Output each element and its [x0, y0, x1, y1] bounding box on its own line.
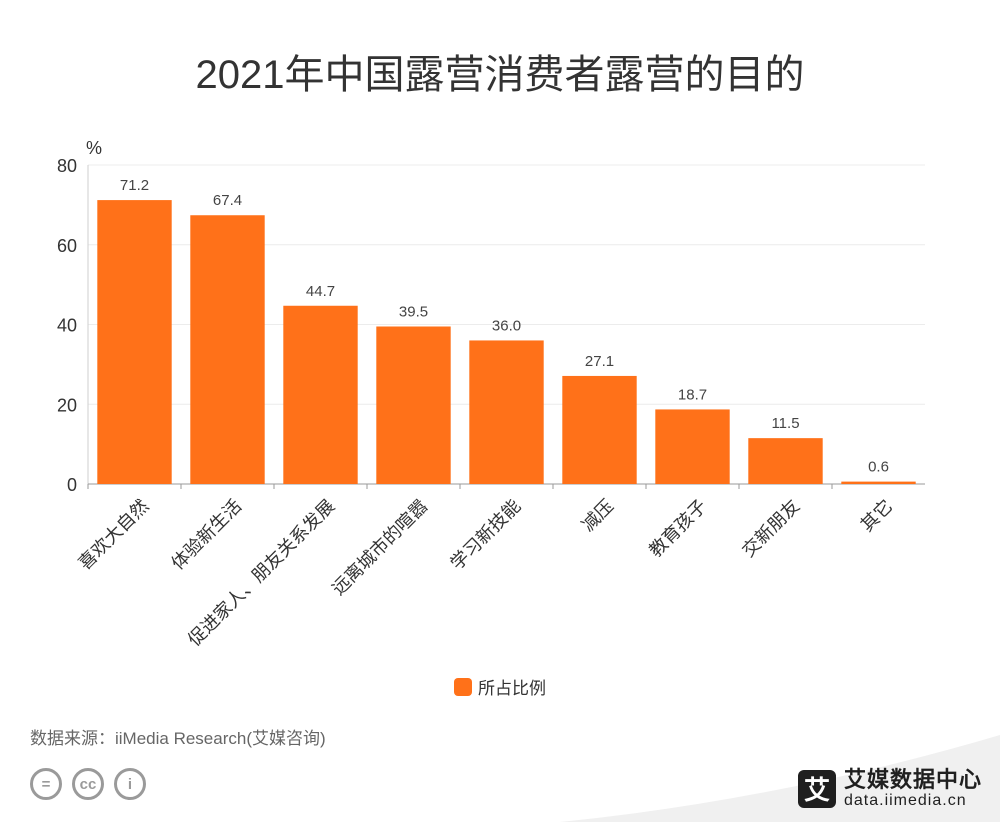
- x-tick-label: 教育孩子: [645, 496, 710, 561]
- x-tick-label: 喜欢大自然: [75, 496, 153, 574]
- bar: [748, 438, 823, 484]
- data-label: 71.2: [120, 177, 149, 194]
- person-icon: i: [114, 768, 146, 800]
- data-label: 27.1: [585, 353, 614, 370]
- y-tick-label: 60: [57, 236, 77, 256]
- data-label: 0.6: [868, 459, 889, 476]
- data-label: 36.0: [492, 317, 521, 334]
- bar: [376, 326, 451, 484]
- license-icons: = cc i: [30, 768, 146, 800]
- y-tick-label: 40: [57, 316, 77, 336]
- bar: [283, 305, 358, 484]
- legend[interactable]: 所占比例: [0, 674, 1000, 699]
- data-label: 67.4: [213, 192, 242, 209]
- x-tick-label: 远离城市的喧嚣: [328, 496, 431, 599]
- bar: [562, 375, 637, 484]
- data-label: 44.7: [306, 283, 335, 300]
- y-tick-label: 20: [57, 395, 77, 415]
- data-label: 39.5: [399, 303, 428, 320]
- legend-swatch: [454, 677, 472, 696]
- page-title: 2021年中国露营消费者露营的目的: [195, 53, 805, 97]
- brand-name: 艾媒数据中心: [843, 767, 982, 792]
- x-tick-label: 学习新技能: [447, 496, 525, 574]
- bar: [841, 481, 916, 484]
- y-axis-label: %: [86, 138, 102, 158]
- data-label: 11.5: [771, 415, 799, 432]
- x-tick-label: 减压: [578, 496, 618, 536]
- bar: [190, 215, 265, 484]
- equal-icon: =: [30, 768, 62, 800]
- y-tick-label: 80: [57, 156, 77, 176]
- bar: [655, 409, 730, 484]
- brand-url: data.iimedia.cn: [843, 792, 967, 810]
- x-tick-label: 交新朋友: [738, 496, 803, 561]
- cc-icon: cc: [72, 768, 104, 800]
- legend-label: 所占比例: [478, 679, 546, 698]
- y-tick-label: 0: [67, 475, 77, 495]
- data-label: 18.7: [678, 386, 707, 403]
- source-note: 数据来源：iiMedia Research(艾媒咨询): [30, 729, 326, 748]
- bar: [469, 340, 544, 484]
- brand-logo-icon: 艾: [797, 769, 836, 808]
- bar: [97, 200, 172, 484]
- x-tick-label: 其它: [857, 496, 897, 536]
- bar-chart: 020406080%71.2喜欢大自然67.4体验新生活44.7促进家人、朋友关…: [57, 138, 925, 650]
- x-tick-label: 体验新生活: [168, 496, 246, 574]
- brand: 艾 艾媒数据中心 data.iimedia.cn: [797, 767, 982, 810]
